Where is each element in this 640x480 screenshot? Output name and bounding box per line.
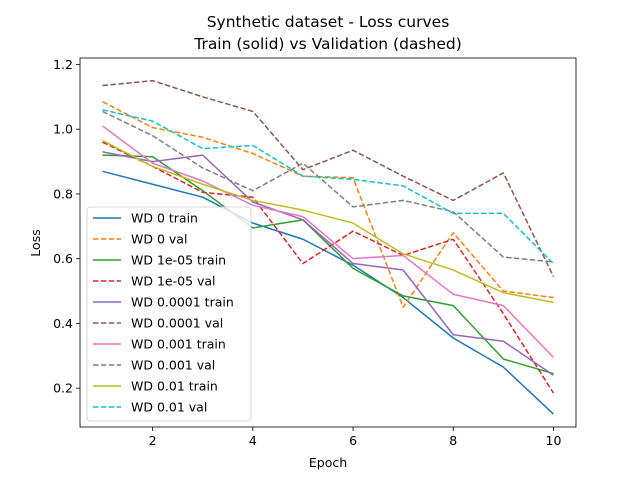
series-line-wd-0-train xyxy=(102,170,554,415)
x-tick-label: 6 xyxy=(349,433,357,448)
x-tick-label: 2 xyxy=(149,433,157,448)
x-axis-label: Epoch xyxy=(309,455,347,470)
legend-label-wd-0-01-train: WD 0.01 train xyxy=(131,379,218,394)
legend-label-wd-0-0001-train: WD 0.0001 train xyxy=(131,295,234,310)
y-tick-label: 0.4 xyxy=(53,316,73,331)
legend-label-wd-1e-05-train: WD 1e-05 train xyxy=(131,253,226,268)
x-tick-label: 4 xyxy=(249,433,257,448)
series-line-wd-0-val xyxy=(102,101,554,308)
series-line-wd-0-0001-train xyxy=(102,151,554,376)
series-line-wd-1e-05-train xyxy=(102,154,554,375)
x-axis: 2 4 6 8 10 xyxy=(149,427,562,448)
chart-title: Synthetic dataset - Loss curves xyxy=(207,13,450,31)
legend-label-wd-1e-05-val: WD 1e-05 val xyxy=(131,274,216,289)
plot-frame xyxy=(79,57,577,428)
legend-label-wd-0-val: WD 0 val xyxy=(131,232,187,247)
legend-box xyxy=(86,206,252,422)
legend-label-wd-0-001-train: WD 0.001 train xyxy=(131,337,226,352)
legend-label-wd-0-train: WD 0 train xyxy=(131,211,198,226)
y-tick-label: 0.2 xyxy=(53,381,73,396)
y-axis: 0.2 0.4 0.6 0.8 1.0 1.2 xyxy=(53,57,80,396)
series-line-wd-0-001-val xyxy=(102,110,554,263)
x-tick-label: 10 xyxy=(546,433,562,448)
legend: WD 0 train WD 0 val WD 1e-05 train WD 1e-05… xyxy=(86,206,252,422)
legend-label-wd-0-001-val: WD 0.001 val xyxy=(131,358,215,373)
chart-subtitle: Train (solid) vs Validation (dashed) xyxy=(193,35,462,53)
series-line-wd-0-001-train xyxy=(102,125,554,358)
series-layer xyxy=(102,79,555,415)
series-line-wd-0-01-train xyxy=(102,139,554,304)
y-tick-label: 0.8 xyxy=(53,186,73,201)
y-axis-label: Loss xyxy=(28,229,43,256)
y-tick-label: 1.2 xyxy=(53,57,73,72)
y-tick-label: 1.0 xyxy=(53,122,73,137)
series-line-wd-1e-05-val xyxy=(102,141,555,394)
y-tick-label: 0.6 xyxy=(53,251,73,266)
legend-label-wd-0-01-val: WD 0.01 val xyxy=(131,400,207,415)
legend-label-wd-0-0001-val: WD 0.0001 val xyxy=(131,316,223,331)
series-line-wd-0-01-val xyxy=(102,109,554,265)
x-tick-label: 8 xyxy=(449,433,457,448)
